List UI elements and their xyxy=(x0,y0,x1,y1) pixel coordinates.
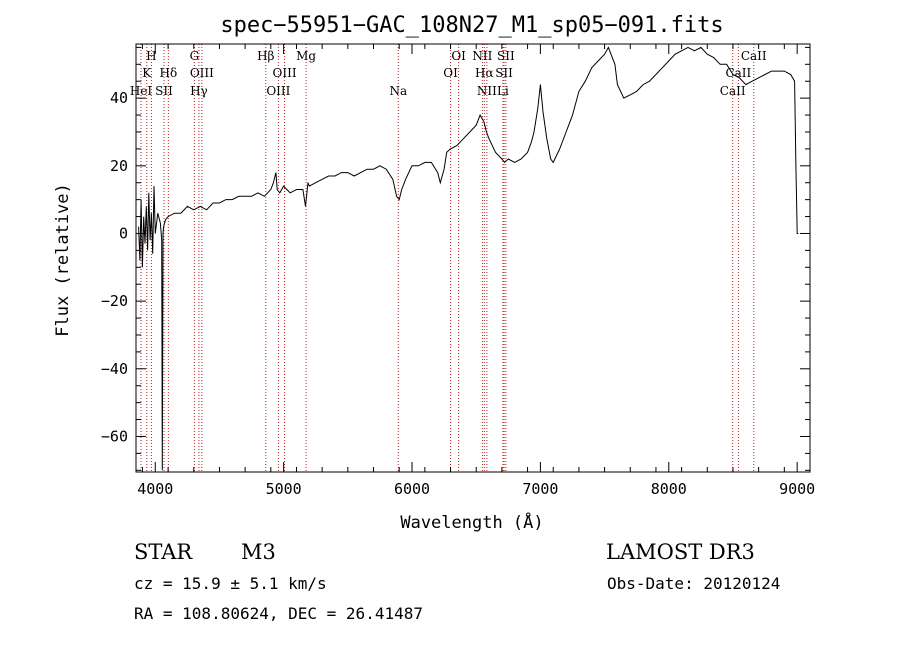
line-label-18: SII xyxy=(495,66,513,80)
object-class: STAR xyxy=(134,540,193,564)
x-tick-label-3: 7000 xyxy=(522,480,558,498)
x-tick-label-0: 4000 xyxy=(137,480,173,498)
y-tick-label-2: −20 xyxy=(101,292,128,310)
y-tick-label-4: 20 xyxy=(110,157,128,175)
line-label-8: Hβ xyxy=(257,49,274,63)
line-label-9: OIII xyxy=(273,66,297,80)
x-axis-label: Wavelength (Å) xyxy=(400,511,543,533)
object-subclass: M3 xyxy=(241,540,276,564)
line-label-21: CaII xyxy=(741,49,767,63)
line-label-19: NII xyxy=(477,84,497,98)
spectrum-series xyxy=(138,46,799,471)
x-tick-label-4: 8000 xyxy=(651,480,687,498)
y-tick-label-3: 0 xyxy=(119,224,128,242)
line-label-4: Hδ xyxy=(160,66,178,80)
coordinates: RA = 108.80624, DEC = 26.41487 xyxy=(134,604,423,623)
line-label-10: OIII xyxy=(266,84,290,98)
y-tick-label-0: −60 xyxy=(101,427,128,445)
x-tick-label-2: 6000 xyxy=(394,480,430,498)
line-label-1: K xyxy=(142,66,152,80)
line-label-5: G xyxy=(190,49,200,63)
y-tick-label-5: 40 xyxy=(110,89,128,107)
spectrum-line xyxy=(138,46,799,471)
line-label-14: OI xyxy=(443,66,458,80)
line-label-6: OIII xyxy=(190,66,214,80)
plot-frame xyxy=(135,43,811,473)
line-label-11: Mg xyxy=(296,49,316,63)
redshift-cz: cz = 15.9 ± 5.1 km/s xyxy=(134,574,327,593)
line-label-2: HeI xyxy=(130,84,153,98)
line-label-23: CaII xyxy=(720,84,746,98)
line-label-16: SII xyxy=(497,49,515,63)
line-label-7: Hγ xyxy=(190,84,208,98)
line-label-13: OI xyxy=(451,49,466,63)
line-label-3: SII xyxy=(155,84,173,98)
line-label-12: Na xyxy=(389,84,407,98)
y-axis-label: Flux (relative) xyxy=(53,183,73,337)
y-tick-label-1: −40 xyxy=(101,360,128,378)
line-label-22: CaII xyxy=(725,66,751,80)
line-label-20: Li xyxy=(497,84,509,98)
x-tick-label-1: 5000 xyxy=(266,480,302,498)
line-label-17: Hα xyxy=(475,66,494,80)
line-label-0: H xyxy=(146,49,156,63)
axis-ticks: 4000 5000 6000 7000 8000 9000 −60 −40 −20 0 20 40 xyxy=(101,44,815,498)
spectral-line-markers xyxy=(140,44,755,472)
chart-title: spec−55951−GAC_108N27_M1_sp05−091.fits xyxy=(220,13,723,38)
x-tick-label-5: 9000 xyxy=(779,480,815,498)
observation-date: Obs-Date: 20120124 xyxy=(607,574,781,593)
line-label-15: NII xyxy=(472,49,492,63)
survey-name: LAMOST DR3 xyxy=(606,540,755,564)
